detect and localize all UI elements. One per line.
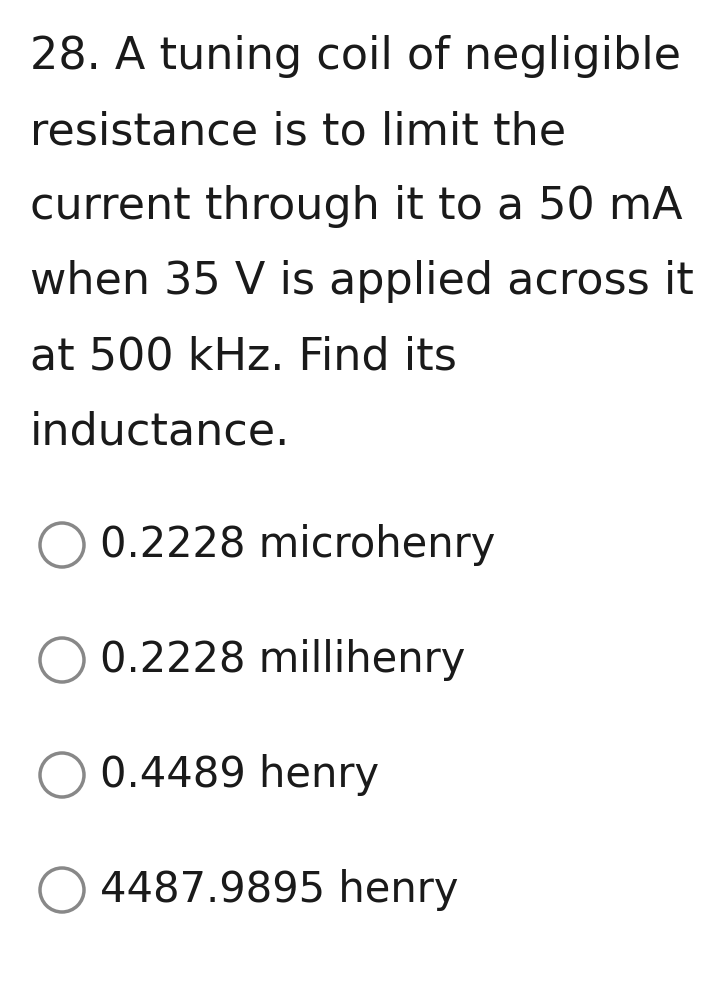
Circle shape xyxy=(40,638,84,682)
Text: 4487.9895 henry: 4487.9895 henry xyxy=(100,869,458,911)
Text: at 500 kHz. Find its: at 500 kHz. Find its xyxy=(30,335,457,378)
Circle shape xyxy=(40,868,84,912)
Text: when 35 V is applied across it: when 35 V is applied across it xyxy=(30,260,694,303)
Circle shape xyxy=(40,523,84,567)
Text: current through it to a 50 mA: current through it to a 50 mA xyxy=(30,185,683,228)
Text: 0.2228 microhenry: 0.2228 microhenry xyxy=(100,524,496,566)
Text: 0.4489 henry: 0.4489 henry xyxy=(100,754,379,796)
Text: inductance.: inductance. xyxy=(30,410,290,453)
Text: 28. A tuning coil of negligible: 28. A tuning coil of negligible xyxy=(30,35,681,78)
Text: resistance is to limit the: resistance is to limit the xyxy=(30,110,566,153)
Circle shape xyxy=(40,753,84,797)
Text: 0.2228 millihenry: 0.2228 millihenry xyxy=(100,639,465,681)
